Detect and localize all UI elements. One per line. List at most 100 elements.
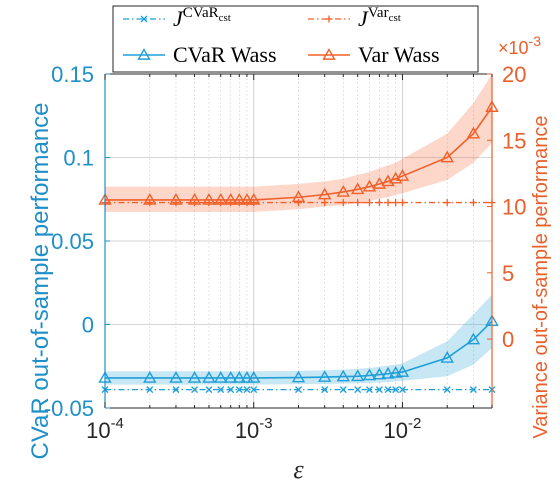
data-point-cvar-wass <box>143 371 157 383</box>
data-point-j-var-cst <box>384 199 392 207</box>
data-point-j-cvar-cst <box>321 386 329 394</box>
data-point-var-wass <box>223 193 238 205</box>
left-tick-label: 0 <box>82 313 94 338</box>
data-point-var-wass <box>350 182 365 195</box>
data-point-j-cvar-cst <box>227 386 235 394</box>
data-point-j-cvar-cst <box>217 386 225 394</box>
data-point-var-wass <box>395 169 410 181</box>
series-lines <box>98 100 499 394</box>
data-point-j-cvar-cst <box>443 386 451 394</box>
confidence-bands <box>105 74 492 385</box>
data-point-j-var-cst <box>443 199 451 207</box>
data-point-var-wass <box>291 190 306 203</box>
data-point-cvar-wass <box>187 371 202 383</box>
right-tick-label: 15 <box>502 128 526 153</box>
x-tick-label: 10-4 <box>86 415 124 443</box>
data-point-var-wass <box>187 193 202 205</box>
legend-marker-j-cvar-cst <box>140 15 148 23</box>
data-point-j-cvar-cst <box>235 386 243 394</box>
data-point-cvar-wass <box>247 371 261 383</box>
data-point-j-cvar-cst <box>384 386 392 394</box>
data-point-cvar-wass <box>336 369 350 382</box>
data-point-j-var-cst <box>392 199 400 207</box>
data-point-cvar-wass <box>388 366 403 378</box>
data-point-j-var-cst <box>354 199 362 207</box>
data-point-j-cvar-cst <box>205 386 213 394</box>
data-point-cvar-wass <box>440 350 454 363</box>
data-point-cvar-wass <box>362 368 377 381</box>
data-point-j-var-cst <box>365 199 373 207</box>
data-point-var-wass <box>240 193 254 205</box>
data-point-var-wass <box>214 193 228 205</box>
right-tick-label: 20 <box>502 62 526 87</box>
band-cvar-wass <box>105 294 492 385</box>
right-tick-label: 5 <box>502 261 514 286</box>
data-point-var-wass <box>317 187 332 200</box>
data-point-cvar-wass <box>223 371 238 383</box>
data-point-var-wass <box>232 193 247 205</box>
data-point-var-wass <box>202 193 216 205</box>
data-point-var-wass <box>372 177 387 189</box>
data-point-var-wass <box>362 179 377 192</box>
data-point-j-var-cst <box>339 199 347 207</box>
legend-label-var-wass: Var Wass <box>358 42 440 67</box>
x-axis-title: ε <box>293 455 304 484</box>
data-point-j-cvar-cst <box>250 386 258 394</box>
right-axis-title: Variance out-of-sample performance <box>530 115 552 438</box>
data-point-var-wass <box>440 150 454 163</box>
data-point-j-var-cst <box>469 199 477 207</box>
data-point-cvar-wass <box>395 365 410 377</box>
data-point-var-wass <box>143 193 157 205</box>
data-point-j-cvar-cst <box>366 386 373 394</box>
data-point-cvar-wass <box>232 371 247 383</box>
legend-marker-var-wass <box>322 48 336 60</box>
left-tick-label: -0.05 <box>44 396 94 421</box>
data-point-j-var-cst <box>375 199 383 207</box>
data-point-cvar-wass <box>466 332 481 345</box>
data-point-cvar-wass <box>317 370 332 382</box>
left-tick-label: 0.1 <box>63 146 94 171</box>
data-point-cvar-wass <box>291 370 306 383</box>
data-point-j-var-cst <box>398 199 406 207</box>
data-point-cvar-wass <box>169 371 183 383</box>
legend: JCVaRcst JVarcst CVaR Wass Var Wass <box>112 5 479 73</box>
legend-label-cvar-wass: CVaR Wass <box>173 42 277 67</box>
data-point-j-cvar-cst <box>295 386 302 394</box>
data-point-j-cvar-cst <box>243 386 251 394</box>
data-point-j-cvar-cst <box>398 386 406 394</box>
data-point-j-cvar-cst <box>392 386 400 394</box>
legend-box <box>112 5 479 73</box>
data-point-cvar-wass <box>350 369 365 382</box>
data-point-cvar-wass <box>240 371 254 383</box>
legend-marker-j-var-cst <box>325 15 333 23</box>
data-point-cvar-wass <box>381 366 395 379</box>
data-point-var-wass <box>247 193 261 205</box>
band-var-wass <box>105 74 492 212</box>
data-point-j-var-cst <box>295 199 302 207</box>
axes: 10-4 10-3 10-2 -0.05 0 0.05 0.1 0.15 0 5 10 15 20 ×10… <box>27 33 552 484</box>
data-point-j-var-cst <box>321 199 329 207</box>
right-tick-label: 10 <box>502 195 526 220</box>
right-tick-label: 0 <box>502 327 514 352</box>
x-tick-label: 10-3 <box>235 415 273 443</box>
data-point-j-cvar-cst <box>354 386 362 394</box>
left-axis-title: CVaR out-of-sample performance <box>27 102 54 459</box>
data-point-var-wass <box>169 193 183 205</box>
data-point-cvar-wass <box>214 371 228 383</box>
data-point-cvar-wass <box>372 367 387 380</box>
legend-marker-cvar-wass <box>137 48 151 60</box>
data-point-j-cvar-cst <box>469 386 477 394</box>
data-point-j-cvar-cst <box>172 386 180 394</box>
data-point-var-wass <box>466 126 481 139</box>
data-point-var-wass <box>336 185 350 197</box>
left-tick-label: 0.05 <box>51 229 94 254</box>
data-point-j-cvar-cst <box>339 386 347 394</box>
data-point-j-cvar-cst <box>146 386 154 394</box>
legend-label-j-cvar-cst: JCVaRcst <box>173 5 231 31</box>
data-point-j-cvar-cst <box>375 386 383 394</box>
legend-label-j-var-cst: JVarcst <box>358 5 401 31</box>
data-point-j-cvar-cst <box>191 386 199 394</box>
right-axis-scale-note: ×10-3 <box>498 33 541 58</box>
